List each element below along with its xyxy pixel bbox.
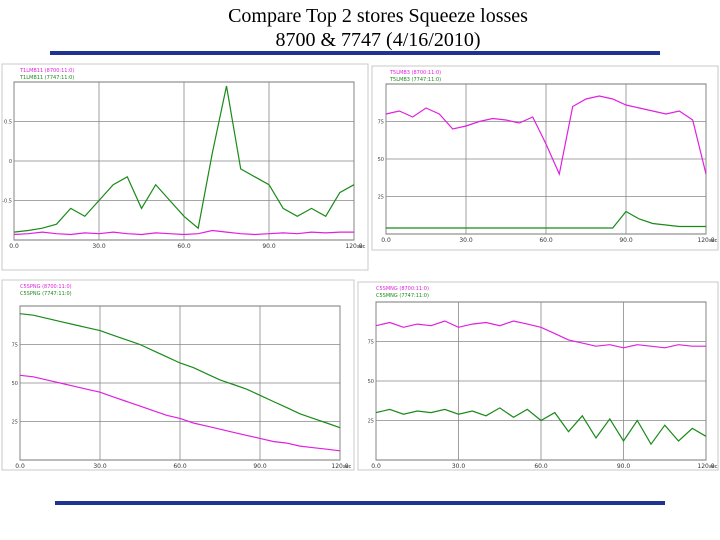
x-tick-label: 90.0: [253, 463, 267, 470]
legend-label: C5SPNG (8700:11:0): [20, 284, 72, 290]
x-tick-label: 60.0: [177, 243, 191, 250]
subtitle: 8700 & 7747 (4/16/2010): [276, 29, 481, 51]
series-line: [386, 210, 706, 229]
series-line: [13, 229, 354, 236]
x-tick-label: 90.0: [619, 237, 633, 244]
y-tick-label: 0: [9, 159, 12, 165]
series-line: [19, 313, 341, 429]
x-tick-label: 120.0: [697, 463, 714, 470]
x-axis-label: sec: [357, 244, 366, 250]
y-tick-label: 75: [368, 340, 374, 346]
x-tick-label: 60.0: [534, 463, 548, 470]
y-tick-label: -0.5: [2, 199, 12, 205]
x-tick-label: 90.0: [262, 243, 276, 250]
x-axis-label: sec: [709, 238, 718, 244]
x-tick-label: 0.0: [371, 463, 381, 470]
y-tick-label: 25: [12, 420, 18, 426]
x-tick-label: 120.0: [331, 463, 348, 470]
y-tick-label: 75: [12, 343, 18, 349]
series-line: [375, 407, 707, 446]
legend-label: C5SMNG (7747:11:0): [376, 293, 429, 299]
x-tick-label: 90.0: [617, 463, 631, 470]
x-tick-label: 30.0: [92, 243, 106, 250]
y-tick-label: 25: [378, 195, 384, 201]
x-tick-label: 60.0: [173, 463, 187, 470]
x-axis-label: sec: [709, 464, 718, 470]
y-tick-label: 50: [378, 157, 384, 163]
y-tick-label: 0.5: [4, 120, 12, 126]
x-tick-label: 30.0: [452, 463, 466, 470]
x-tick-label: 120.0: [697, 237, 714, 244]
x-axis-label: sec: [343, 464, 352, 470]
x-tick-label: 0.0: [381, 237, 391, 244]
legend-label: T1LMB11 (8700:11:0): [19, 68, 74, 74]
x-tick-label: 0.0: [9, 243, 19, 250]
x-tick-label: 60.0: [539, 237, 553, 244]
x-tick-label: 0.0: [15, 463, 25, 470]
legend-label: C5SPNG (7747:11:0): [20, 291, 72, 297]
footer-rule: [55, 501, 665, 505]
legend-label: C5SMNG (8700:11:0): [376, 286, 429, 292]
title: Compare Top 2 stores Squeeze losses: [228, 5, 528, 27]
x-tick-label: 30.0: [93, 463, 107, 470]
x-tick-label: 30.0: [459, 237, 473, 244]
legend-label: T5LMB3 (8700:11:0): [389, 70, 441, 76]
legend-label: T1LMB11 (7747:11:0): [19, 75, 74, 81]
y-tick-label: 25: [368, 419, 374, 425]
series-line: [375, 320, 706, 349]
y-tick-label: 75: [378, 120, 384, 126]
x-tick-label: 120.0: [345, 243, 362, 250]
title-rule: [50, 51, 660, 55]
series-line: [385, 95, 707, 176]
legend-label: T5LMB3 (7747:11:0): [389, 77, 441, 83]
series-line: [19, 374, 341, 452]
series-line: [13, 85, 355, 233]
y-tick-label: 50: [368, 379, 374, 385]
y-tick-label: 50: [12, 381, 18, 387]
